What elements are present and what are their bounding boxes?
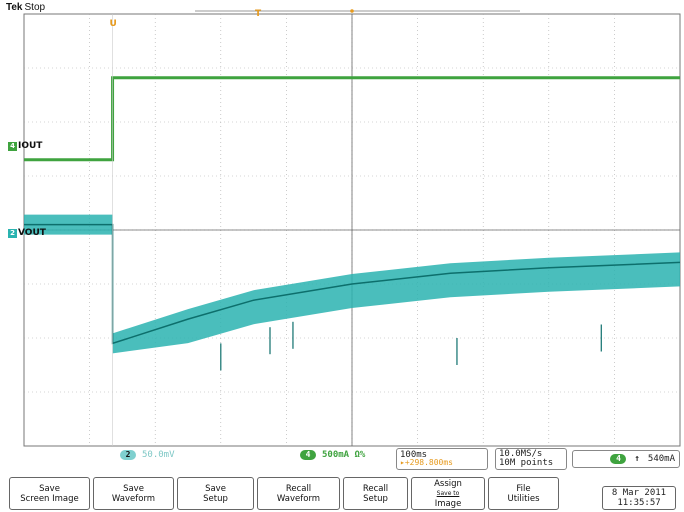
channel-label-vout[interactable]: 2 VOUT [8, 228, 46, 238]
button-label: Waveform [276, 493, 321, 504]
channel-label-vout-text: VOUT [18, 228, 46, 238]
file-utilities-button[interactable]: File Utilities [488, 477, 559, 510]
button-label: Waveform [111, 493, 156, 504]
button-label: Save [39, 483, 60, 494]
brand-title: Tek Stop [6, 2, 45, 13]
timebase-readout[interactable]: 100ms ▸+298.800ms [396, 448, 488, 470]
graticule [23, 10, 681, 447]
trigger-readout[interactable]: 4 ↑ 540mA [572, 450, 680, 468]
brand-name: Tek [6, 2, 23, 13]
time: 11:35:57 [617, 498, 661, 508]
save-setup-button[interactable]: Save Setup [177, 477, 254, 510]
button-label: Save [205, 483, 226, 494]
timebase-scale: 100ms [400, 450, 428, 460]
trigger-level: 540mA [647, 454, 675, 464]
acquisition-readout[interactable]: 10.0MS/s 10M points [495, 448, 567, 470]
button-label: Screen Image [20, 493, 79, 504]
channel-label-iout[interactable]: 4 IOUT [8, 141, 42, 151]
acquisition-status: Stop [24, 2, 46, 13]
ch4-scale: 500mA Ω% [322, 450, 366, 460]
recall-waveform-button[interactable]: Recall Waveform [257, 477, 340, 510]
record-view-center-marker [350, 9, 354, 13]
button-label: Save to [436, 489, 460, 497]
ch4-badge: 4 [300, 450, 316, 460]
button-label: Recall [362, 483, 389, 494]
record-length: 10M points [499, 458, 554, 468]
ch2-badge: 2 [120, 450, 136, 460]
status-bar: 2 50.0mV 4 500mA Ω% 100ms ▸+298.800ms 10… [24, 448, 680, 470]
timebase-position: ▸+298.800ms [400, 458, 453, 467]
ch2-readout[interactable]: 2 50.0mV [120, 450, 254, 460]
trigger-markers: UT [110, 9, 354, 446]
ch2-scale: 50.0mV [142, 450, 175, 460]
channel-label-iout-text: IOUT [18, 141, 43, 151]
button-label: Setup [363, 493, 388, 504]
sample-rate: 10.0MS/s [499, 449, 543, 459]
assign-save-to-image-button[interactable]: Assign Save to Image [411, 477, 485, 510]
expansion-point-marker: T [255, 9, 262, 19]
save-waveform-button[interactable]: Save Waveform [93, 477, 174, 510]
trigger-channel-badge: 4 [610, 454, 627, 464]
button-label: Image [434, 498, 462, 509]
save-screen-image-button[interactable]: Save Screen Image [9, 477, 90, 510]
date-time-display: 8 Mar 2011 11:35:57 [602, 486, 676, 510]
button-label: Save [123, 483, 144, 494]
button-label: File [516, 483, 531, 494]
trigger-slope-icon: ↑ [634, 454, 640, 464]
button-label: Assign [434, 478, 462, 489]
date: 8 Mar 2011 [611, 488, 667, 498]
button-label: Utilities [507, 493, 540, 504]
recall-setup-button[interactable]: Recall Setup [343, 477, 408, 510]
button-label: Setup [203, 493, 228, 504]
channel-4-marker: 4 [8, 141, 17, 151]
ch4-readout[interactable]: 4 500mA Ω% [300, 450, 400, 460]
button-label: Recall [285, 483, 312, 494]
channel-2-marker: 2 [8, 228, 17, 238]
trigger-position-marker: U [110, 19, 117, 29]
